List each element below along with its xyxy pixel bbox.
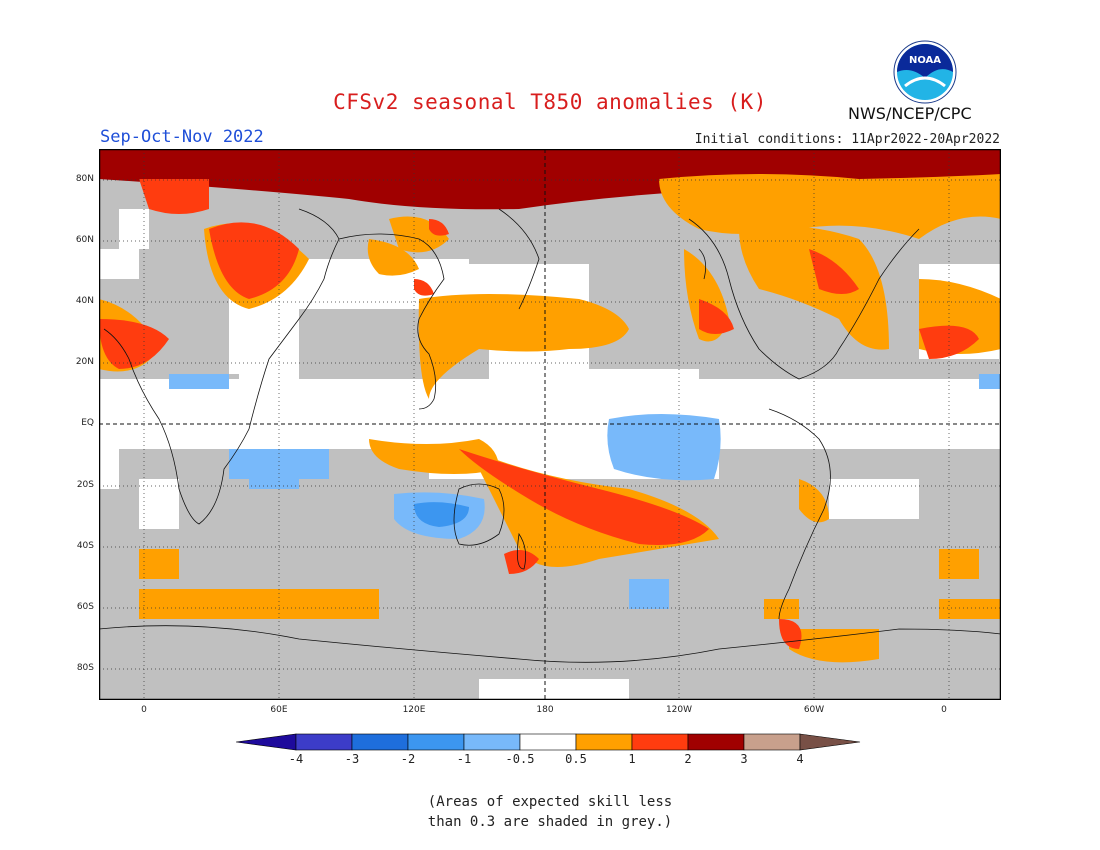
lat-label: 80N xyxy=(75,174,94,184)
lat-label: 40S xyxy=(76,541,94,551)
warm-anomaly-red xyxy=(99,179,979,649)
agency-label: NWS/NCEP/CPC xyxy=(848,104,972,123)
lon-label: 180 xyxy=(536,705,554,715)
colorbar-swatch xyxy=(463,733,521,751)
noaa-logo-text: NOAA xyxy=(909,55,941,66)
lat-label: 80S xyxy=(76,663,94,673)
colorbar xyxy=(236,733,861,751)
lon-label: 0 xyxy=(941,705,947,715)
noaa-logo: NOAA xyxy=(893,40,957,104)
lat-label: 40N xyxy=(75,296,94,306)
colorbar-swatch xyxy=(575,733,633,751)
colorbar-tick-label: 2 xyxy=(684,752,692,766)
lat-label: 60N xyxy=(75,235,94,245)
footnote-line-1: (Areas of expected skill less xyxy=(427,794,673,810)
colorbar-tick-label: -3 xyxy=(344,752,360,766)
colorbar-swatch xyxy=(743,733,801,751)
lon-label: 60W xyxy=(803,705,825,715)
colorbar-tick-label: -4 xyxy=(288,752,304,766)
footnote: (Areas of expected skill less than 0.3 a… xyxy=(0,792,1100,832)
anomaly-map xyxy=(99,149,1001,700)
map-frame xyxy=(99,149,1001,700)
colorbar-swatch xyxy=(631,733,689,751)
colorbar-arrow-high xyxy=(799,733,861,751)
initial-conditions-label: Initial conditions: 11Apr2022-20Apr2022 xyxy=(694,132,1000,147)
colorbar-tick-label: 4 xyxy=(796,752,804,766)
lat-label: 20N xyxy=(75,357,94,367)
lon-label: 120E xyxy=(402,705,426,715)
lat-label: EQ xyxy=(81,418,94,428)
map-title: CFSv2 seasonal T850 anomalies (K) xyxy=(333,90,767,114)
colorbar-swatch xyxy=(687,733,745,751)
footnote-line-2: than 0.3 are shaded in grey.) xyxy=(427,814,673,830)
lon-label: 0 xyxy=(141,705,147,715)
lon-label: 60E xyxy=(270,705,288,715)
coastlines xyxy=(99,208,1001,663)
colorbar-tick-label: -2 xyxy=(400,752,416,766)
season-label: Sep-Oct-Nov 2022 xyxy=(100,127,264,147)
lat-label: 20S xyxy=(76,480,94,490)
colorbar-swatch xyxy=(407,733,465,751)
colorbar-swatch xyxy=(519,733,577,751)
colorbar-tick-label: 0.5 xyxy=(565,752,587,766)
colorbar-arrow-low xyxy=(236,733,297,751)
lat-label: 60S xyxy=(76,602,94,612)
colorbar-tick-label: 3 xyxy=(740,752,748,766)
colorbar-tick-label: 1 xyxy=(628,752,636,766)
colorbar-tick-label: -1 xyxy=(456,752,472,766)
colorbar-swatch xyxy=(351,733,409,751)
lon-label: 120W xyxy=(665,705,693,715)
colorbar-tick-label: -0.5 xyxy=(505,752,535,766)
colorbar-swatch xyxy=(295,733,353,751)
arctic-warm-anomaly xyxy=(99,149,1001,210)
